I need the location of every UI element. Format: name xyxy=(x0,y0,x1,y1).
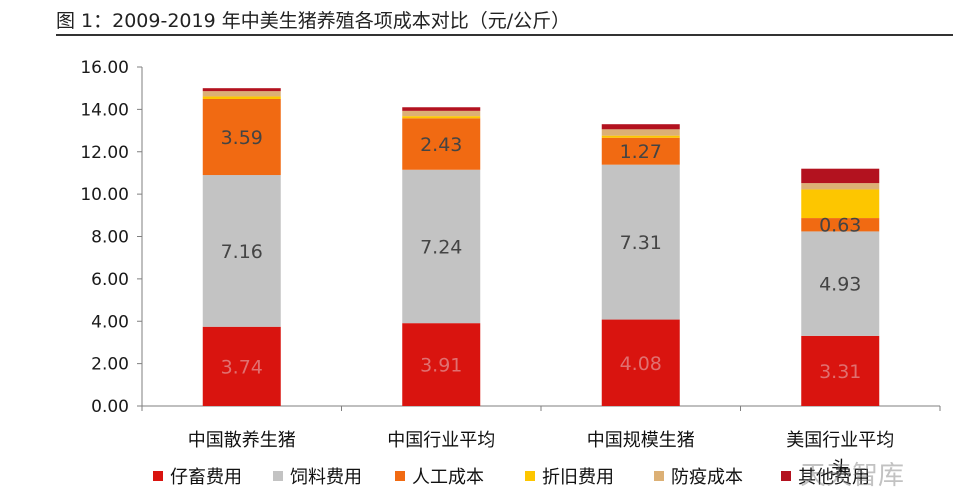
x-category-label: 中国规模生猪 xyxy=(587,430,695,451)
legend-label: 防疫成本 xyxy=(671,467,743,488)
chart-data-labels: 3.74 7.16 3.59 3.91 7.24 2.43 4.08 7.31 1.27 3.31… xyxy=(221,127,862,383)
x-category-label: 头 xyxy=(831,458,849,479)
bar-segment xyxy=(601,124,680,130)
data-label: 3.91 xyxy=(420,355,462,377)
data-label: 7.24 xyxy=(420,236,462,258)
bar-segment xyxy=(202,175,281,327)
figure-title: 图 1：2009-2019 年中美生猪养殖各项成本对比（元/公斤） xyxy=(56,10,571,32)
bar-segment xyxy=(801,168,880,184)
y-tick-label: 8.00 xyxy=(91,228,129,248)
bar-segment xyxy=(402,110,481,117)
data-label: 3.31 xyxy=(819,361,861,383)
chart-axes: 0.00 2.00 4.00 6.00 8.00 10.00 12.00 14.00 16.00 xyxy=(80,58,941,417)
x-category-label: 中国行业平均 xyxy=(387,430,495,451)
bar-segment xyxy=(202,326,281,406)
data-label: 3.59 xyxy=(221,127,263,149)
bar-segment xyxy=(202,91,281,97)
data-label: 4.08 xyxy=(620,353,662,375)
bar-segment xyxy=(801,183,880,190)
legend-swatch xyxy=(654,471,664,481)
bar-segment xyxy=(601,137,680,165)
legend-label: 人工成本 xyxy=(412,467,484,488)
bar-segment xyxy=(601,319,680,406)
y-tick-label: 14.00 xyxy=(80,100,129,120)
legend-swatch xyxy=(525,471,535,481)
y-tick-label: 16.00 xyxy=(80,58,129,78)
y-tick-label: 10.00 xyxy=(80,185,129,205)
y-tick-label: 2.00 xyxy=(91,355,129,375)
bar-segment xyxy=(801,189,880,219)
bar-segment xyxy=(601,164,680,320)
y-tick-label: 6.00 xyxy=(91,270,129,290)
bar-segment xyxy=(601,135,680,138)
data-label: 1.27 xyxy=(620,141,662,163)
title-rule xyxy=(56,34,953,36)
bar-segment xyxy=(801,335,880,406)
bar-segment xyxy=(801,218,880,232)
bar-segment xyxy=(601,129,680,136)
data-label: 7.31 xyxy=(620,232,662,254)
bar-segment xyxy=(202,96,281,99)
legend-swatch xyxy=(273,471,283,481)
y-tick-label: 0.00 xyxy=(91,397,129,417)
data-label: 2.43 xyxy=(420,134,462,156)
bar-segment xyxy=(402,118,481,170)
x-category-label: 美国行业平均 xyxy=(786,430,894,451)
legend-label: 其他费用 xyxy=(798,467,870,488)
legend-label: 仔畜费用 xyxy=(170,467,242,488)
bar-segment xyxy=(402,116,481,119)
bar-segment xyxy=(402,107,481,111)
x-category-label: 中国散养生猪 xyxy=(188,430,296,451)
bar-segment xyxy=(402,323,481,406)
chart-legend: 仔畜费用 饲料费用 人工成本 折旧费用 防疫成本 其他费用 xyxy=(153,467,870,488)
legend-label: 折旧费用 xyxy=(542,467,614,488)
data-label: 4.93 xyxy=(819,274,861,296)
legend-swatch xyxy=(395,471,405,481)
legend-swatch xyxy=(153,471,163,481)
bar-segment xyxy=(202,88,281,92)
data-label: 7.16 xyxy=(221,241,263,263)
bar-segment xyxy=(202,98,281,176)
y-tick-label: 4.00 xyxy=(91,312,129,332)
y-tick-label: 12.00 xyxy=(80,143,129,163)
bar-segment xyxy=(402,169,481,324)
data-label: 3.74 xyxy=(221,356,263,378)
bar-segment xyxy=(801,231,880,336)
legend-label: 饲料费用 xyxy=(290,467,362,488)
data-label: 0.63 xyxy=(819,215,861,237)
legend-swatch xyxy=(781,471,791,481)
chart-bars xyxy=(202,88,880,406)
